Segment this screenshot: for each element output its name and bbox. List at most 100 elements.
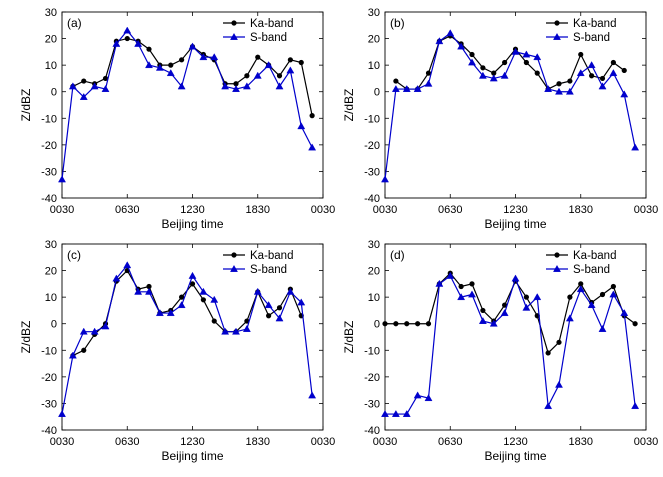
- series-ka-band: [70, 267, 304, 359]
- data-point: [587, 301, 596, 309]
- data-point: [631, 402, 640, 409]
- data-point: [276, 73, 283, 79]
- data-point: [393, 78, 399, 84]
- data-point: [188, 42, 197, 50]
- data-point: [404, 321, 410, 327]
- data-point: [413, 391, 422, 399]
- data-point: [242, 325, 251, 332]
- data-point: [168, 62, 174, 68]
- legend-marker: [231, 252, 237, 258]
- y-axis-label: Z/dBZ: [342, 321, 356, 354]
- data-point: [264, 301, 273, 309]
- data-point: [425, 321, 432, 327]
- y-tick-label: -20: [364, 140, 380, 152]
- data-point: [308, 143, 317, 151]
- y-tick-label: 10: [368, 292, 380, 304]
- x-tick-label: 1230: [503, 436, 527, 448]
- y-tick-label: -10: [41, 345, 57, 357]
- x-tick-label: 0030: [50, 436, 74, 448]
- data-point: [522, 50, 531, 58]
- x-tick-label: 0030: [50, 204, 74, 216]
- legend-marker: [554, 252, 560, 258]
- legend-label: S-band: [573, 32, 610, 44]
- data-point: [253, 287, 262, 295]
- data-point: [556, 81, 562, 87]
- legend-label: Ka-band: [250, 250, 293, 262]
- data-point: [534, 70, 540, 76]
- data-point: [610, 59, 616, 66]
- y-tick-label: -10: [364, 345, 380, 357]
- series-line: [61, 264, 313, 415]
- data-point: [146, 46, 152, 52]
- data-point: [415, 321, 421, 327]
- series-line: [385, 272, 636, 355]
- data-point: [533, 293, 542, 301]
- data-point: [413, 85, 422, 92]
- x-axis-label: Beijing time: [161, 449, 223, 463]
- y-tick-label: -20: [41, 140, 57, 152]
- data-point: [90, 82, 99, 90]
- data-point: [393, 321, 399, 327]
- data-point: [565, 314, 574, 322]
- series-s-band: [381, 29, 640, 183]
- legend-marker: [553, 264, 561, 272]
- data-point: [424, 79, 433, 87]
- data-point: [81, 78, 87, 84]
- x-tick-label: 1230: [503, 204, 527, 216]
- x-tick-label: 0030: [373, 204, 397, 216]
- x-tick-label: 1830: [246, 436, 270, 448]
- series-s-band: [58, 261, 317, 417]
- data-point: [177, 301, 186, 309]
- data-point: [79, 327, 88, 335]
- data-point: [631, 143, 640, 151]
- y-tick-label: 10: [45, 292, 57, 304]
- x-axis-label: Beijing time: [484, 217, 546, 231]
- data-point: [576, 285, 585, 293]
- data-point: [266, 313, 272, 319]
- panel-4: -40 -30 -20 -10 0 10 20 30 0030 0630 1230 1830 0030 B…: [342, 239, 658, 463]
- y-tick-label: 0: [374, 87, 380, 99]
- x-tick-label: 0630: [115, 436, 139, 448]
- x-tick-label: 0030: [634, 204, 658, 216]
- data-point: [177, 82, 186, 90]
- data-point: [123, 26, 132, 34]
- data-point: [609, 69, 618, 77]
- series-line: [72, 269, 302, 357]
- data-point: [425, 70, 432, 76]
- data-point: [58, 410, 66, 417]
- legend: Ka-band S-band: [223, 18, 293, 44]
- legend: Ka-band S-band: [546, 250, 616, 276]
- y-tick-label: -40: [364, 193, 380, 205]
- data-point: [587, 61, 596, 69]
- data-point: [446, 271, 455, 279]
- data-point: [402, 85, 411, 92]
- data-point: [244, 73, 250, 79]
- data-point: [242, 82, 251, 90]
- legend-label: S-band: [250, 32, 287, 44]
- data-point: [90, 327, 99, 335]
- y-tick-label: 0: [51, 87, 57, 99]
- legend-label: Ka-band: [250, 18, 293, 30]
- data-point: [275, 314, 284, 322]
- series-s-band: [381, 271, 640, 417]
- x-tick-label: 0030: [634, 436, 658, 448]
- x-tick-label: 1830: [569, 436, 593, 448]
- data-point: [101, 322, 110, 330]
- y-tick-label: 30: [368, 7, 380, 19]
- panel-3: -40 -30 -20 -10 0 10 20 30 0030 0630 1230 1830 0030 B…: [19, 239, 335, 463]
- data-point: [599, 291, 606, 298]
- x-tick-label: 1830: [246, 204, 270, 216]
- x-tick-label: 1230: [180, 204, 204, 216]
- panel-label: (c): [67, 248, 81, 262]
- data-point: [632, 321, 638, 327]
- data-point: [232, 85, 240, 92]
- legend-label: S-band: [250, 264, 287, 276]
- series-ka-band: [393, 33, 627, 92]
- series-ka-band: [382, 270, 638, 356]
- data-point: [469, 51, 475, 58]
- legend-marker: [230, 264, 238, 272]
- data-point: [567, 294, 573, 300]
- legend-marker: [553, 32, 561, 40]
- data-point: [578, 51, 584, 58]
